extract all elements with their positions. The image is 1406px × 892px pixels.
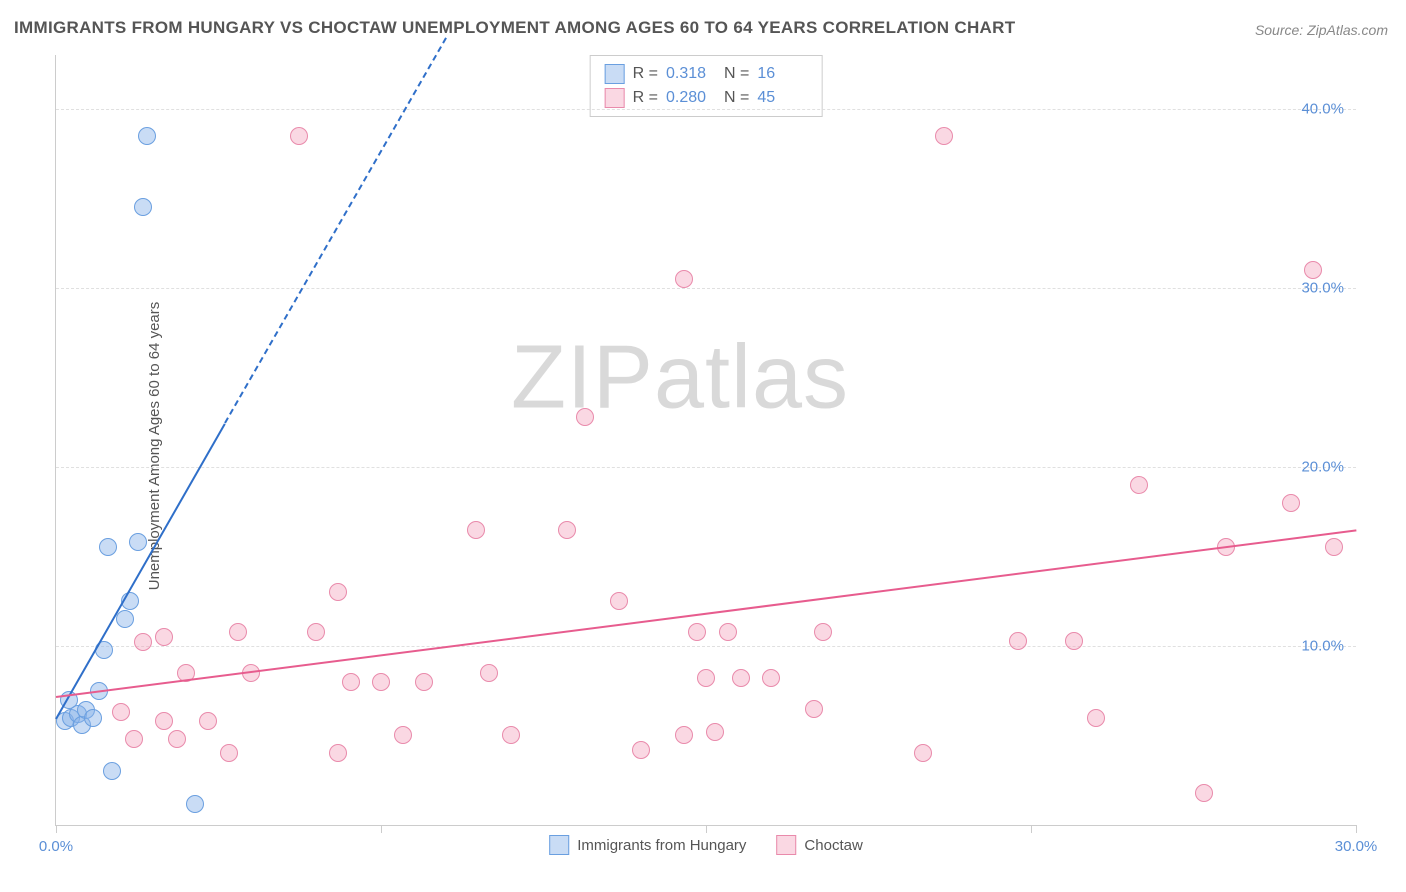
- legend-item-hungary: Immigrants from Hungary: [549, 835, 746, 855]
- watermark-thin: atlas: [654, 328, 849, 428]
- data-point-choctaw: [199, 712, 217, 730]
- data-point-choctaw: [632, 741, 650, 759]
- data-point-choctaw: [502, 726, 520, 744]
- x-tick: [1356, 825, 1357, 833]
- swatch-hungary: [549, 835, 569, 855]
- data-point-hungary: [129, 533, 147, 551]
- chart-title: IMMIGRANTS FROM HUNGARY VS CHOCTAW UNEMP…: [14, 18, 1015, 38]
- data-point-choctaw: [372, 673, 390, 691]
- swatch-choctaw: [605, 88, 625, 108]
- x-tick-label: 30.0%: [1335, 838, 1378, 855]
- data-point-choctaw: [1130, 476, 1148, 494]
- gridline: [56, 646, 1356, 647]
- data-point-choctaw: [706, 723, 724, 741]
- data-point-choctaw: [675, 726, 693, 744]
- data-point-choctaw: [112, 703, 130, 721]
- n-label: N =: [724, 62, 749, 86]
- data-point-choctaw: [732, 669, 750, 687]
- data-point-choctaw: [155, 628, 173, 646]
- x-tick: [1031, 825, 1032, 833]
- data-point-choctaw: [168, 730, 186, 748]
- watermark: ZIPatlas: [511, 327, 849, 430]
- data-point-choctaw: [155, 712, 173, 730]
- n-value-hungary: 16: [757, 62, 807, 86]
- data-point-choctaw: [480, 664, 498, 682]
- data-point-choctaw: [1325, 538, 1343, 556]
- y-tick-label: 10.0%: [1301, 637, 1344, 654]
- data-point-choctaw: [805, 700, 823, 718]
- data-point-hungary: [103, 762, 121, 780]
- data-point-choctaw: [329, 744, 347, 762]
- legend-row-choctaw: R = 0.280 N = 45: [605, 86, 808, 110]
- data-point-hungary: [134, 198, 152, 216]
- legend-row-hungary: R = 0.318 N = 16: [605, 62, 808, 86]
- trend-extension: [224, 38, 447, 424]
- x-tick: [706, 825, 707, 833]
- swatch-hungary: [605, 64, 625, 84]
- data-point-choctaw: [307, 623, 325, 641]
- r-value-hungary: 0.318: [666, 62, 716, 86]
- gridline: [56, 467, 1356, 468]
- data-point-choctaw: [558, 521, 576, 539]
- data-point-choctaw: [688, 623, 706, 641]
- data-point-choctaw: [1009, 632, 1027, 650]
- data-point-choctaw: [935, 127, 953, 145]
- plot-area: ZIPatlas R = 0.318 N = 16 R = 0.280 N = …: [55, 55, 1356, 826]
- data-point-hungary: [116, 610, 134, 628]
- data-point-choctaw: [415, 673, 433, 691]
- y-tick-label: 30.0%: [1301, 279, 1344, 296]
- legend-label-choctaw: Choctaw: [804, 837, 862, 854]
- data-point-hungary: [99, 538, 117, 556]
- data-point-choctaw: [229, 623, 247, 641]
- legend-item-choctaw: Choctaw: [776, 835, 862, 855]
- data-point-choctaw: [290, 127, 308, 145]
- data-point-choctaw: [576, 408, 594, 426]
- r-label: R =: [633, 62, 658, 86]
- data-point-choctaw: [914, 744, 932, 762]
- data-point-choctaw: [1065, 632, 1083, 650]
- correlation-legend: R = 0.318 N = 16 R = 0.280 N = 45: [590, 55, 823, 117]
- series-legend: Immigrants from Hungary Choctaw: [549, 835, 863, 855]
- swatch-choctaw: [776, 835, 796, 855]
- y-tick-label: 20.0%: [1301, 458, 1344, 475]
- data-point-choctaw: [762, 669, 780, 687]
- data-point-choctaw: [1087, 709, 1105, 727]
- x-tick: [381, 825, 382, 833]
- data-point-choctaw: [220, 744, 238, 762]
- n-value-choctaw: 45: [757, 86, 807, 110]
- y-tick-label: 40.0%: [1301, 100, 1344, 117]
- r-value-choctaw: 0.280: [666, 86, 716, 110]
- n-label: N =: [724, 86, 749, 110]
- data-point-choctaw: [394, 726, 412, 744]
- data-point-choctaw: [610, 592, 628, 610]
- r-label: R =: [633, 86, 658, 110]
- data-point-choctaw: [125, 730, 143, 748]
- data-point-choctaw: [134, 633, 152, 651]
- data-point-choctaw: [675, 270, 693, 288]
- gridline: [56, 288, 1356, 289]
- x-tick: [56, 825, 57, 833]
- chart-container: IMMIGRANTS FROM HUNGARY VS CHOCTAW UNEMP…: [0, 0, 1406, 892]
- data-point-hungary: [84, 709, 102, 727]
- data-point-choctaw: [342, 673, 360, 691]
- data-point-choctaw: [697, 669, 715, 687]
- data-point-choctaw: [467, 521, 485, 539]
- gridline: [56, 109, 1356, 110]
- data-point-choctaw: [719, 623, 737, 641]
- data-point-choctaw: [329, 583, 347, 601]
- x-tick-label: 0.0%: [39, 838, 73, 855]
- source-attribution: Source: ZipAtlas.com: [1255, 22, 1388, 38]
- data-point-choctaw: [814, 623, 832, 641]
- data-point-choctaw: [1304, 261, 1322, 279]
- legend-label-hungary: Immigrants from Hungary: [577, 837, 746, 854]
- data-point-choctaw: [1282, 494, 1300, 512]
- data-point-choctaw: [1195, 784, 1213, 802]
- data-point-hungary: [138, 127, 156, 145]
- data-point-hungary: [186, 795, 204, 813]
